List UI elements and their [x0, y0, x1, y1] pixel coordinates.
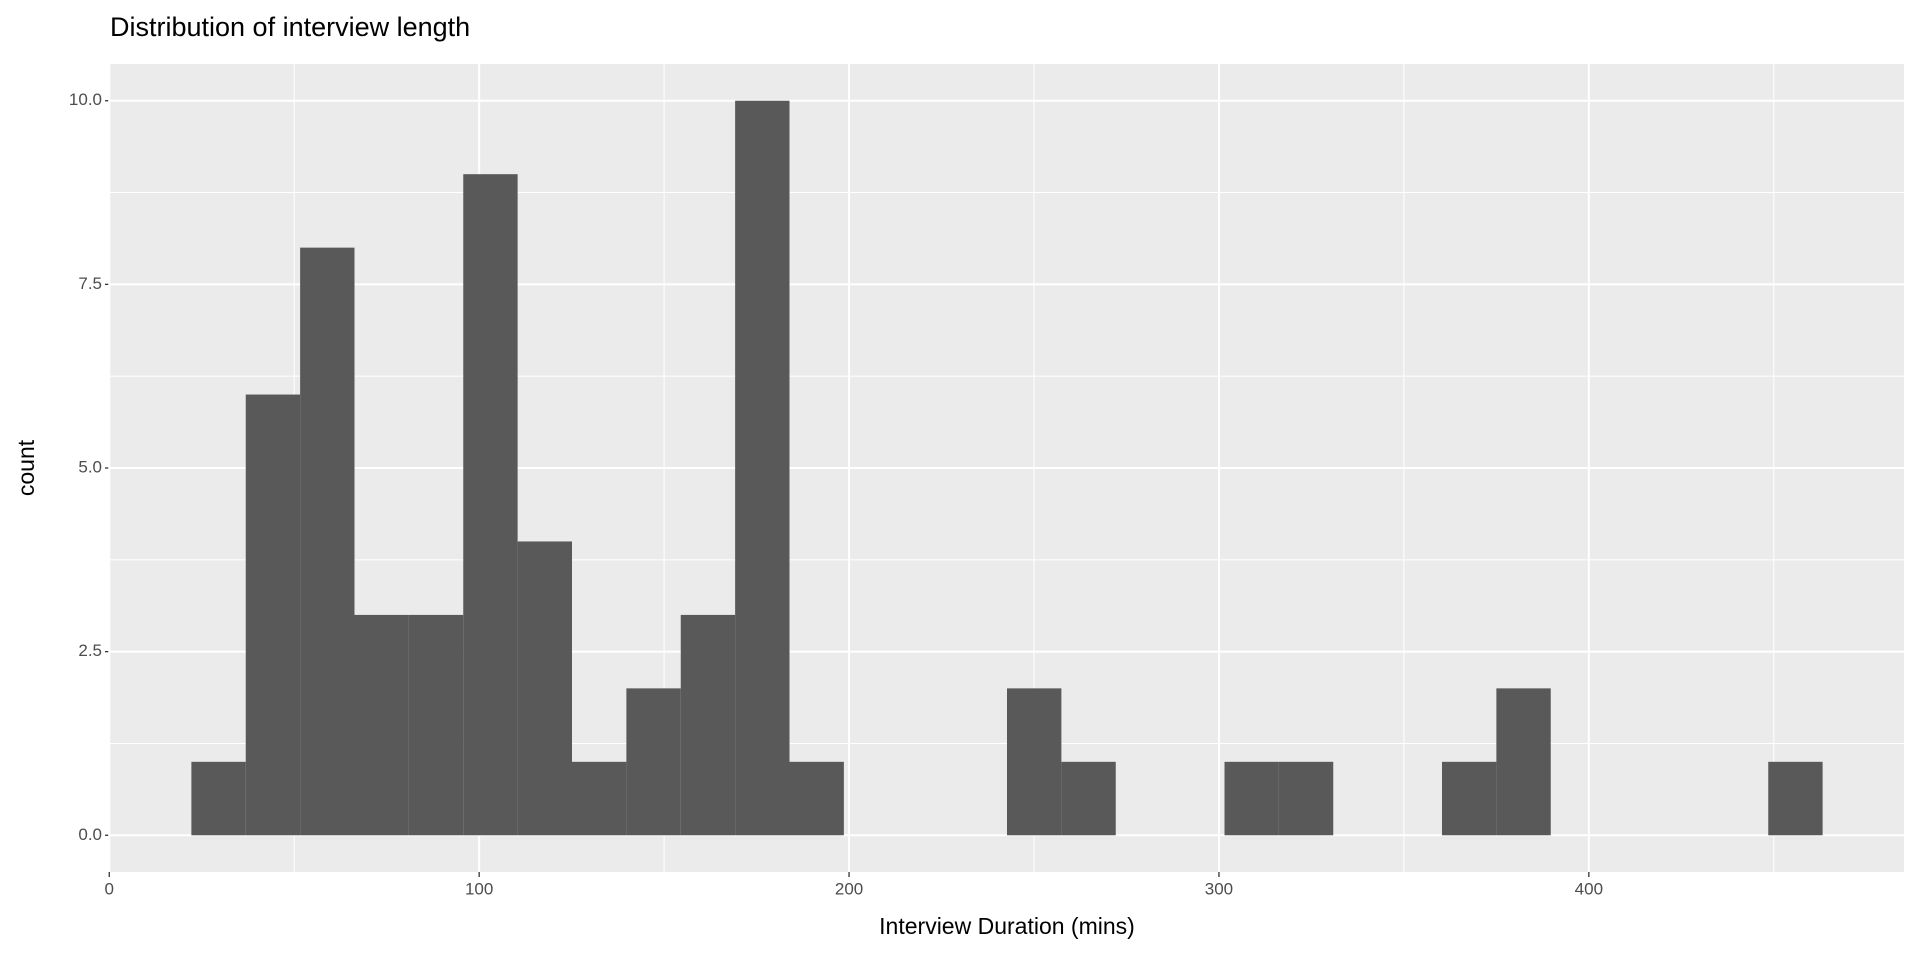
bar: [1224, 761, 1279, 836]
bar: [1496, 688, 1551, 836]
y-tick-label: 7.5: [78, 274, 102, 293]
chart-title: Distribution of interview length: [110, 12, 470, 42]
bar: [1441, 761, 1497, 836]
y-tick-label: 2.5: [78, 641, 102, 660]
x-tick-label: 300: [1205, 879, 1233, 898]
bar: [408, 614, 464, 836]
y-tick-label: 0.0: [78, 825, 102, 844]
x-tick-label: 200: [835, 879, 863, 898]
bar: [1007, 688, 1062, 836]
bar: [245, 394, 301, 836]
bar: [463, 174, 518, 836]
bar: [517, 541, 573, 836]
bar: [1061, 761, 1116, 836]
y-tick-label: 5.0: [78, 457, 102, 476]
bar: [735, 100, 790, 836]
bar: [626, 688, 681, 836]
x-tick-label: 0: [105, 879, 114, 898]
x-tick-label: 400: [1575, 879, 1603, 898]
bar: [572, 761, 627, 836]
y-axis-title: count: [13, 439, 39, 496]
bar: [789, 761, 844, 836]
bar: [680, 614, 736, 836]
y-tick-label: 10.0: [69, 90, 102, 109]
bar: [1768, 761, 1823, 836]
x-tick-label: 100: [465, 879, 493, 898]
bar: [1278, 761, 1334, 836]
bar: [191, 761, 246, 836]
bar: [354, 614, 409, 836]
bar: [300, 247, 355, 836]
x-axis-title: Interview Duration (mins): [879, 913, 1135, 939]
